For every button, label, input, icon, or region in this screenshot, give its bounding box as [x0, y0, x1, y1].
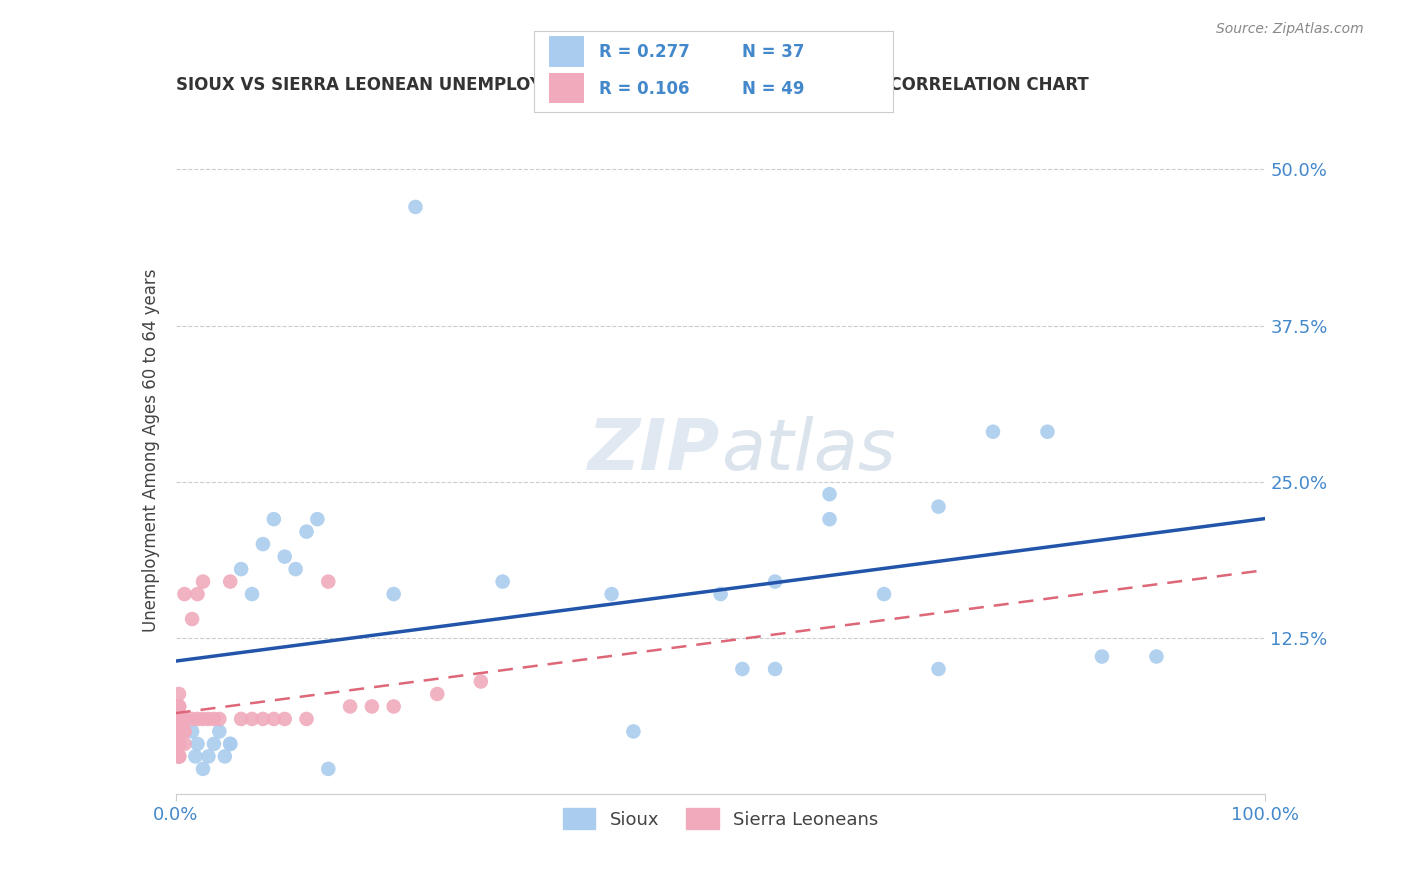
Point	[470, 674, 492, 689]
Text: R = 0.106: R = 0.106	[599, 80, 689, 98]
Point	[263, 512, 285, 526]
Point	[167, 737, 190, 751]
Point	[240, 712, 263, 726]
Point	[252, 537, 274, 551]
Point	[928, 662, 950, 676]
Point	[426, 687, 449, 701]
Point	[167, 737, 190, 751]
Point	[167, 724, 190, 739]
Y-axis label: Unemployment Among Ages 60 to 64 years: Unemployment Among Ages 60 to 64 years	[142, 268, 160, 632]
Point	[167, 712, 190, 726]
Point	[167, 699, 190, 714]
Point	[318, 574, 340, 589]
Text: Source: ZipAtlas.com: Source: ZipAtlas.com	[1216, 22, 1364, 37]
Point	[202, 737, 225, 751]
Text: ZIP: ZIP	[588, 416, 721, 485]
Point	[405, 200, 427, 214]
Point	[167, 699, 190, 714]
Point	[186, 737, 209, 751]
Point	[167, 749, 190, 764]
Point	[600, 587, 623, 601]
Point	[173, 712, 195, 726]
Point	[214, 749, 236, 764]
Point	[167, 687, 190, 701]
Point	[873, 587, 896, 601]
Point	[173, 712, 195, 726]
Point	[186, 587, 209, 601]
Point	[186, 712, 209, 726]
Text: N = 49: N = 49	[742, 80, 804, 98]
Point	[492, 574, 515, 589]
Point	[167, 749, 190, 764]
Point	[181, 612, 204, 626]
Text: R = 0.277: R = 0.277	[599, 43, 690, 61]
FancyBboxPatch shape	[548, 73, 585, 103]
Point	[295, 524, 318, 539]
Point	[818, 512, 841, 526]
Point	[181, 712, 204, 726]
Point	[339, 699, 361, 714]
Point	[252, 712, 274, 726]
Point	[231, 712, 253, 726]
Legend: Sioux, Sierra Leoneans: Sioux, Sierra Leoneans	[555, 801, 886, 837]
Point	[240, 587, 263, 601]
Point	[710, 587, 733, 601]
Point	[191, 762, 214, 776]
Point	[173, 724, 195, 739]
Point	[197, 712, 219, 726]
Point	[731, 662, 754, 676]
Point	[763, 574, 786, 589]
Point	[167, 724, 190, 739]
Point	[167, 712, 190, 726]
Point	[295, 712, 318, 726]
Text: atlas: atlas	[721, 416, 896, 485]
Point	[763, 662, 786, 676]
Point	[167, 712, 190, 726]
Point	[818, 487, 841, 501]
Point	[219, 574, 242, 589]
Point	[981, 425, 1004, 439]
Point	[202, 712, 225, 726]
Point	[318, 762, 340, 776]
Point	[231, 562, 253, 576]
Point	[263, 712, 285, 726]
FancyBboxPatch shape	[548, 36, 585, 67]
Text: N = 37: N = 37	[742, 43, 804, 61]
Point	[208, 724, 231, 739]
Point	[274, 712, 297, 726]
Point	[219, 737, 242, 751]
Point	[181, 724, 204, 739]
Point	[1036, 425, 1059, 439]
Point	[167, 724, 190, 739]
Point	[167, 749, 190, 764]
Point	[208, 712, 231, 726]
Point	[928, 500, 950, 514]
Point	[173, 587, 195, 601]
Point	[1091, 649, 1114, 664]
Point	[173, 712, 195, 726]
Point	[191, 712, 214, 726]
Point	[167, 724, 190, 739]
Point	[184, 749, 207, 764]
Point	[307, 512, 329, 526]
Point	[219, 737, 242, 751]
Point	[274, 549, 297, 564]
Point	[167, 749, 190, 764]
Point	[167, 724, 190, 739]
Point	[191, 574, 214, 589]
Point	[167, 699, 190, 714]
Point	[382, 699, 405, 714]
Point	[173, 737, 195, 751]
Point	[621, 724, 644, 739]
Text: SIOUX VS SIERRA LEONEAN UNEMPLOYMENT AMONG AGES 60 TO 64 YEARS CORRELATION CHART: SIOUX VS SIERRA LEONEAN UNEMPLOYMENT AMO…	[176, 77, 1088, 95]
Point	[173, 724, 195, 739]
Point	[197, 749, 219, 764]
Point	[382, 587, 405, 601]
Point	[1144, 649, 1167, 664]
Point	[167, 712, 190, 726]
Point	[360, 699, 382, 714]
Point	[167, 737, 190, 751]
Point	[284, 562, 307, 576]
